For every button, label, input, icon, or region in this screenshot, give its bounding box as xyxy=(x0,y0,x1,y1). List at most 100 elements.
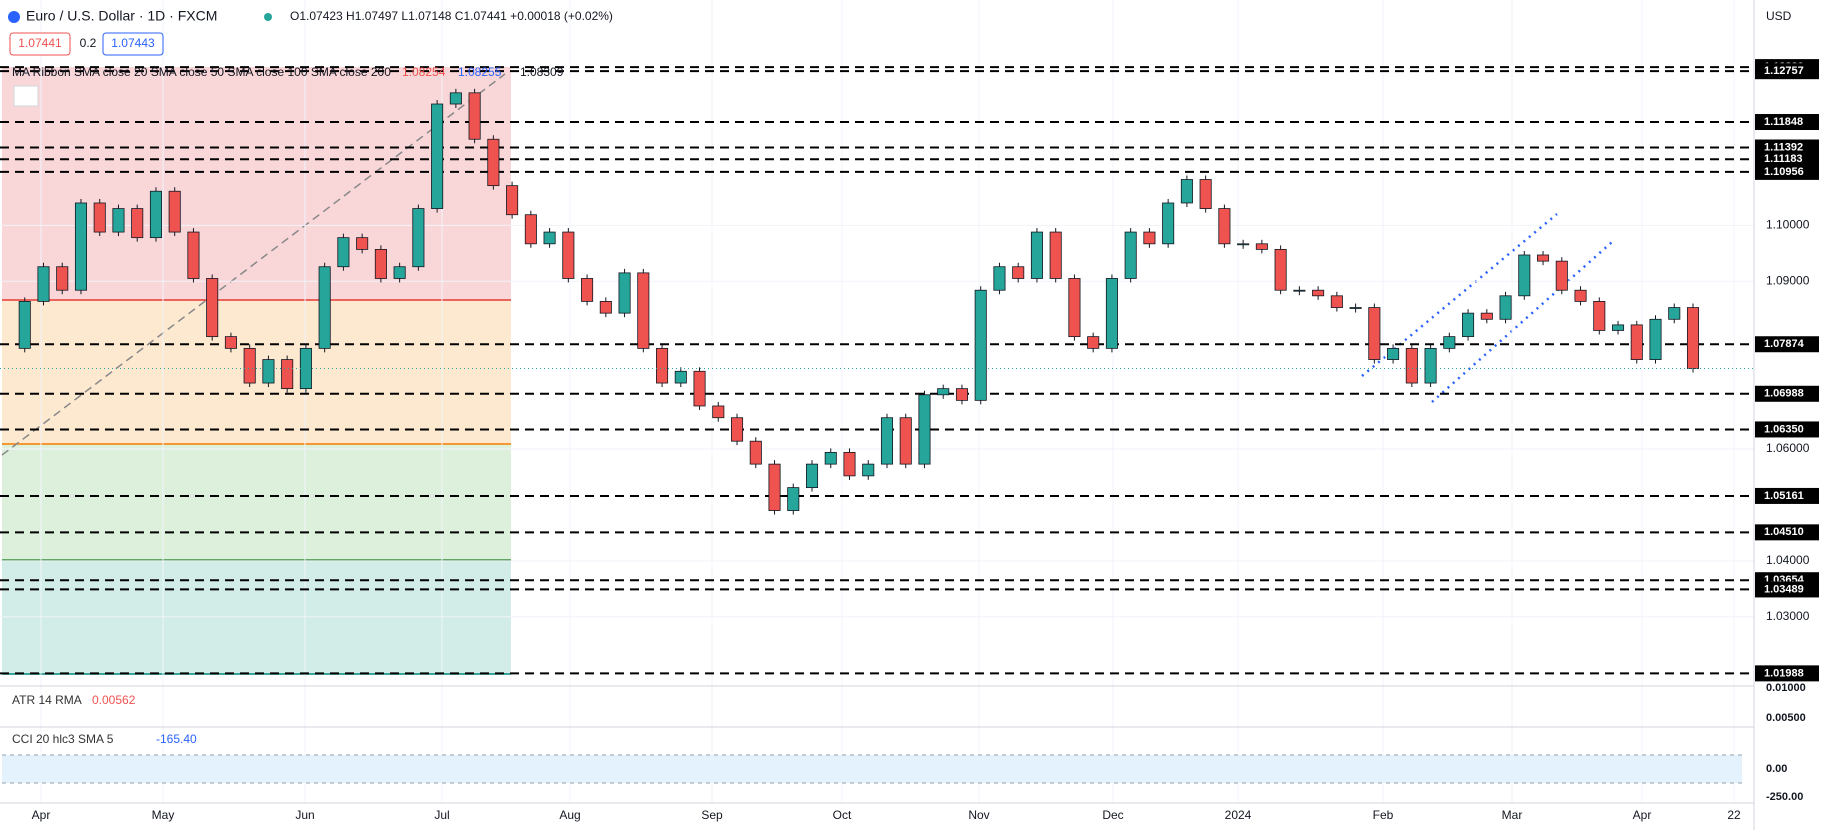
candle-body xyxy=(1349,307,1362,309)
candle-body xyxy=(149,190,162,239)
time-label: Apr xyxy=(1633,808,1652,822)
level-label: 1.10956 xyxy=(1764,166,1804,178)
candle-body xyxy=(337,237,350,268)
atr-tick: 0.01000 xyxy=(1766,682,1806,694)
time-label: Aug xyxy=(559,808,580,822)
buy-button[interactable] xyxy=(102,32,164,56)
fib-zone xyxy=(2,299,511,444)
ma-value: 1.08309 xyxy=(520,65,564,79)
level-label: 1.06988 xyxy=(1764,388,1804,400)
level-label: 1.11183 xyxy=(1764,153,1803,165)
candle-body xyxy=(243,347,256,384)
candle-body xyxy=(1274,248,1287,291)
candle-body xyxy=(524,214,537,245)
sell-button[interactable] xyxy=(9,32,71,56)
candle-body xyxy=(1443,336,1456,349)
candle-body xyxy=(374,248,387,279)
cci-tick: -250.00 xyxy=(1766,791,1803,803)
atr-tick: 0.00500 xyxy=(1766,712,1806,724)
candle-body xyxy=(1162,202,1175,245)
level-label-bg xyxy=(1755,163,1819,180)
candle-body xyxy=(318,266,331,349)
candle-body xyxy=(543,231,556,245)
fib-zone xyxy=(2,444,511,560)
candle-body xyxy=(1555,260,1568,291)
price-tick-label: 1.06000 xyxy=(1766,441,1810,455)
candle-body xyxy=(824,451,837,465)
time-label: Mar xyxy=(1502,808,1523,822)
candle-body xyxy=(993,266,1006,291)
level-label-bg xyxy=(1755,524,1819,541)
level-label-bg xyxy=(1755,487,1819,504)
candle-body xyxy=(731,417,744,442)
candle-body xyxy=(449,92,462,105)
level-label: 1.07874 xyxy=(1764,338,1805,350)
candle-body xyxy=(74,202,88,291)
candle-body xyxy=(468,92,481,140)
buy-price[interactable]: 1.07443 xyxy=(111,36,155,50)
candle-body xyxy=(805,463,819,489)
level-label: 1.04510 xyxy=(1764,526,1804,538)
level-label-bg xyxy=(1755,385,1819,402)
candle-body xyxy=(56,266,69,291)
candle-body xyxy=(1368,307,1381,360)
candle-body xyxy=(1068,278,1081,338)
candle-body xyxy=(880,417,894,465)
candle-body xyxy=(131,208,144,239)
time-label: 22 xyxy=(1727,808,1741,822)
spread: 0.2 xyxy=(80,36,97,50)
candle-body xyxy=(1480,312,1493,320)
candle-body xyxy=(1686,307,1700,369)
candle-body xyxy=(1049,231,1062,279)
level-label: 1.05161 xyxy=(1764,490,1804,502)
cci-value: -165.40 xyxy=(156,732,197,746)
ohlc: O1.07423 H1.07497 L1.07148 C1.07441 +0.0… xyxy=(290,9,613,23)
level-label: 1.11848 xyxy=(1764,116,1803,128)
candle-body xyxy=(618,272,631,314)
candle-body xyxy=(393,266,406,279)
candle-body xyxy=(1462,312,1475,338)
channel-line xyxy=(1431,241,1613,403)
price-tick-label: 1.04000 xyxy=(1766,553,1810,567)
sell-price[interactable]: 1.07441 xyxy=(18,36,62,50)
candle-body xyxy=(168,190,181,233)
atr-value: 0.00562 xyxy=(92,693,136,707)
candle-body xyxy=(1518,254,1531,297)
currency[interactable]: USD xyxy=(1766,9,1792,23)
ma-value: 1.08254 xyxy=(402,65,446,79)
cci-tick: 0.00 xyxy=(1766,763,1787,775)
candle-body xyxy=(1593,300,1606,331)
candle-body xyxy=(693,370,706,407)
price-tick-label: 1.10000 xyxy=(1766,218,1810,232)
candle-body xyxy=(955,388,968,401)
candle-body xyxy=(206,278,219,338)
level-label-bg xyxy=(1755,581,1819,598)
candle-body xyxy=(431,103,444,209)
candle-body xyxy=(1405,347,1418,384)
level-label: 1.11392 xyxy=(1764,141,1803,153)
cci-band xyxy=(2,755,1742,783)
candle-body xyxy=(562,231,575,279)
candle-body xyxy=(281,359,294,390)
candle-body xyxy=(1499,295,1512,320)
candle-body xyxy=(1124,231,1137,279)
candle-body xyxy=(712,405,725,419)
candle-body xyxy=(749,440,762,465)
ma-value: 1.08255 xyxy=(458,65,502,79)
candle-body xyxy=(506,185,519,216)
candle-body xyxy=(262,359,275,384)
candle-body xyxy=(1293,289,1306,292)
candle-body xyxy=(1668,307,1681,320)
candle-body xyxy=(1180,179,1193,204)
candle-body xyxy=(1312,289,1325,297)
candle-body xyxy=(899,417,912,465)
candle-body xyxy=(1537,254,1550,262)
candle-body xyxy=(787,487,800,511)
symbol-title[interactable]: Euro / U.S. Dollar · 1D · FXCM xyxy=(26,8,217,24)
collapse-button[interactable] xyxy=(13,85,39,107)
level-label-bg xyxy=(1755,151,1819,168)
level-label: 1.06350 xyxy=(1764,423,1804,435)
candle-body xyxy=(1087,336,1100,349)
candle-body xyxy=(656,347,669,384)
